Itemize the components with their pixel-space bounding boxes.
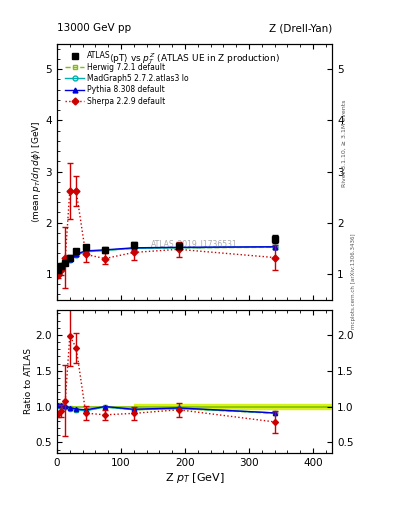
Legend: ATLAS, Herwig 7.2.1 default, MadGraph5 2.7.2.atlas3 lo, Pythia 8.308 default, Sh: ATLAS, Herwig 7.2.1 default, MadGraph5 2… — [64, 50, 190, 107]
Y-axis label: Ratio to ATLAS: Ratio to ATLAS — [24, 349, 33, 414]
Text: Z (Drell-Yan): Z (Drell-Yan) — [269, 23, 332, 33]
Text: $\langle$pT$\rangle$ vs $p_T^Z$ (ATLAS UE in Z production): $\langle$pT$\rangle$ vs $p_T^Z$ (ATLAS U… — [109, 51, 280, 66]
Text: 13000 GeV pp: 13000 GeV pp — [57, 23, 131, 33]
Text: ATLAS_2019_I1736531: ATLAS_2019_I1736531 — [151, 239, 238, 248]
X-axis label: Z $p_T$ [GeV]: Z $p_T$ [GeV] — [165, 471, 224, 485]
Text: Rivet 3.1.10, ≥ 3.1M events: Rivet 3.1.10, ≥ 3.1M events — [342, 100, 346, 187]
Y-axis label: $\langle$mean $p_T/d\eta\,d\phi\rangle$ [GeV]: $\langle$mean $p_T/d\eta\,d\phi\rangle$ … — [30, 120, 43, 223]
Text: mcplots.cern.ch [arXiv:1306.3436]: mcplots.cern.ch [arXiv:1306.3436] — [351, 234, 356, 329]
